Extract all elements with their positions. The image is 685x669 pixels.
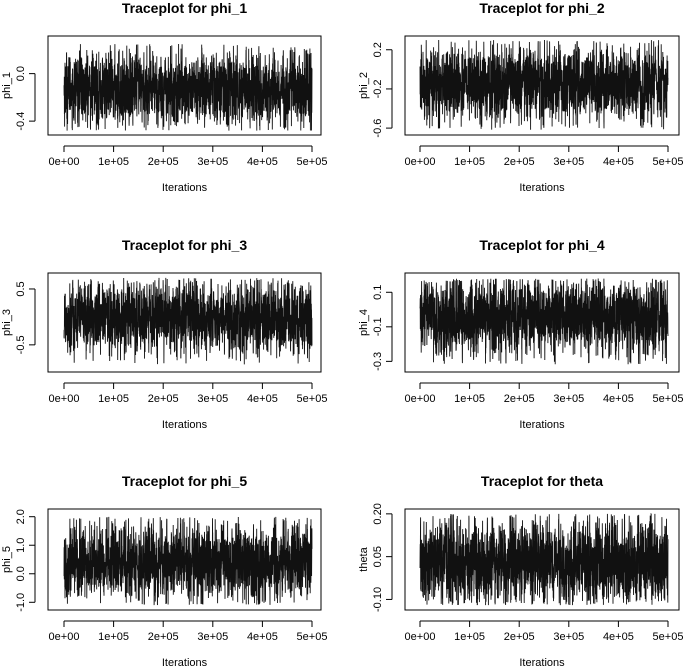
plot-frame: [47, 272, 322, 373]
x-tick-label: 4e+05: [247, 156, 278, 168]
x-tick-label: 4e+05: [603, 631, 634, 643]
x-axis-label: Iterations: [519, 182, 565, 194]
x-tick-label: 4e+05: [247, 631, 278, 643]
x-tick-label: 3e+05: [197, 631, 228, 643]
trace-line-series: [63, 277, 313, 365]
y-tick-label: -0.1: [372, 317, 384, 336]
x-tick-label: 0e+00: [49, 156, 80, 168]
x-tick-label: 3e+05: [553, 156, 584, 168]
x-tick-label: 3e+05: [553, 393, 584, 405]
plot-frame: [404, 35, 680, 136]
trace-line-series: [419, 39, 669, 130]
chart-title: Traceplot for phi_5: [122, 473, 247, 489]
plot-frame: [404, 508, 680, 611]
y-axis-label: phi_3: [1, 309, 13, 336]
x-tick-label: 3e+05: [197, 393, 228, 405]
y-tick-label: 0.5: [15, 281, 27, 296]
x-tick-label: 1e+05: [98, 393, 129, 405]
x-tick-label: 0e+00: [405, 393, 436, 405]
x-tick-label: 3e+05: [553, 631, 584, 643]
x-tick-label: 0e+00: [49, 631, 80, 643]
chart-panel-5: Traceplot for phi_5 0e+00 1e+05 2e+05 3e+05 4…: [1, 473, 327, 669]
y-tick-label: -0.4: [15, 112, 27, 131]
x-axis-label: Iterations: [162, 419, 208, 431]
y-tick-label: 2.0: [15, 509, 27, 524]
chart-title: Traceplot for phi_2: [479, 0, 604, 16]
trace-line-series: [63, 516, 313, 606]
x-tick-label: 2e+05: [504, 156, 535, 168]
chart-panel-4: Traceplot for phi_4 0e+00 1e+05 2e+05 3e+05 4…: [358, 237, 683, 431]
x-tick-label: 5e+05: [653, 393, 684, 405]
y-tick-label: 1.0: [15, 538, 27, 553]
x-axis-label: Iterations: [162, 657, 208, 669]
x-tick-label: 2e+05: [504, 631, 535, 643]
x-tick-label: 4e+05: [603, 393, 634, 405]
y-tick-label: -0.3: [372, 352, 384, 371]
chart-panel-3: Traceplot for phi_3 0e+00 1e+05 2e+05 3e+05 4…: [1, 237, 327, 431]
x-tick-label: 2e+05: [148, 631, 179, 643]
x-tick-label: 5e+05: [653, 631, 684, 643]
x-tick-label: 5e+05: [653, 156, 684, 168]
y-tick-label: -0.2: [372, 79, 384, 98]
y-tick-label: 0.05: [372, 546, 384, 567]
x-axis-label: Iterations: [519, 657, 565, 669]
x-tick-label: 2e+05: [148, 393, 179, 405]
y-axis-label: theta: [358, 546, 370, 571]
x-tick-label: 2e+05: [504, 393, 535, 405]
x-tick-label: 1e+05: [98, 156, 129, 168]
y-tick-label: -1.0: [15, 593, 27, 612]
x-tick-label: 1e+05: [454, 393, 485, 405]
y-axis-label: phi_1: [1, 72, 13, 99]
x-tick-label: 5e+05: [297, 156, 328, 168]
y-tick-label: 0.0: [15, 66, 27, 81]
y-tick-label: -0.5: [15, 335, 27, 354]
x-tick-label: 0e+00: [405, 156, 436, 168]
x-tick-label: 1e+05: [454, 631, 485, 643]
plot-frame: [47, 508, 322, 611]
trace-line-series: [63, 43, 313, 131]
y-tick-label: 0.2: [372, 42, 384, 57]
x-axis-label: Iterations: [162, 182, 208, 194]
x-tick-label: 1e+05: [454, 156, 485, 168]
x-tick-label: 5e+05: [297, 393, 328, 405]
trace-line-series: [419, 278, 669, 365]
chart-panel-6: Traceplot for theta 0e+00 1e+05 2e+05 3e+05 4…: [358, 473, 683, 669]
chart-panel-1: Traceplot for phi_1 0e+00 1e+05 2e+05 3e+05 4…: [1, 0, 327, 194]
x-tick-label: 4e+05: [247, 393, 278, 405]
x-tick-label: 4e+05: [603, 156, 634, 168]
chart-title: Traceplot for phi_3: [122, 237, 247, 253]
x-tick-label: 2e+05: [148, 156, 179, 168]
chart-title: Traceplot for phi_1: [122, 0, 247, 16]
x-tick-label: 0e+00: [49, 393, 80, 405]
trace-line-series: [419, 512, 669, 606]
y-tick-label: -0.10: [372, 587, 384, 612]
x-tick-label: 0e+00: [405, 631, 436, 643]
chart-title: Traceplot for theta: [481, 473, 603, 489]
x-axis-label: Iterations: [519, 419, 565, 431]
chart-panel-2: Traceplot for phi_2 0e+00 1e+05 2e+05 3e+05 4…: [358, 0, 683, 194]
y-tick-label: 0.0: [15, 566, 27, 581]
x-tick-label: 1e+05: [98, 631, 129, 643]
x-tick-label: 5e+05: [297, 631, 328, 643]
y-axis-label: phi_5: [1, 546, 13, 573]
y-tick-label: 0.20: [372, 503, 384, 524]
plot-frame: [404, 272, 680, 373]
y-axis-label: phi_4: [358, 309, 370, 336]
x-tick-label: 3e+05: [197, 156, 228, 168]
chart-title: Traceplot for phi_4: [479, 237, 604, 253]
y-tick-label: 0.1: [372, 285, 384, 300]
y-axis-label: phi_2: [358, 72, 370, 99]
plot-frame: [47, 35, 322, 136]
y-tick-label: -0.6: [372, 119, 384, 138]
